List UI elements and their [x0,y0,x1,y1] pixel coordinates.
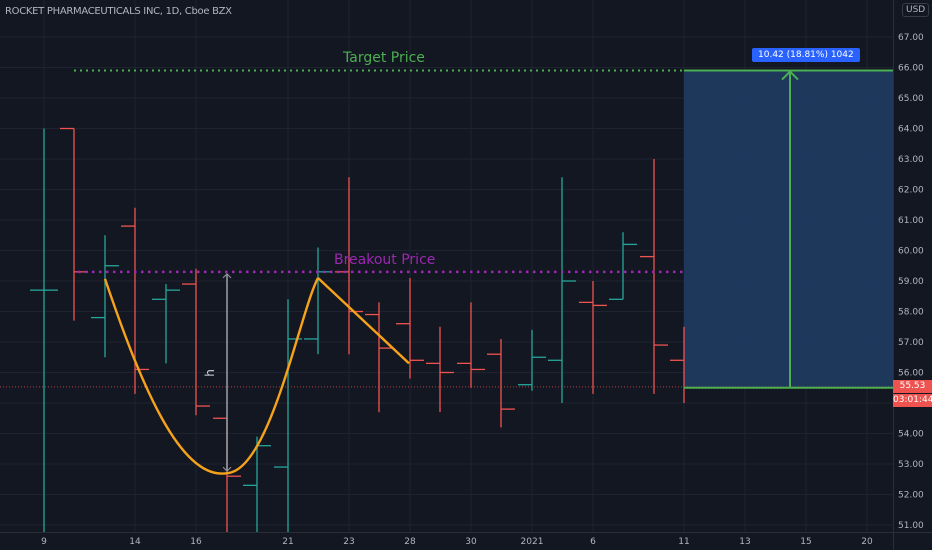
ohlc-bar [365,302,393,413]
ohlc-bar [152,284,180,364]
price-axis-labels[interactable]: 67.00 66.00 65.00 64.00 63.00 62.00 61.00 60.00… [898,33,924,531]
price-tick: 63.00 [898,155,924,165]
ohlc-bar [60,127,88,321]
price-range-measure-box[interactable] [684,70,893,388]
ohlc-bar [518,329,546,391]
bar-countdown-tag: 03:01:44 [893,394,932,407]
ohlc-bar [30,128,58,532]
time-tick: 15 [800,537,811,547]
ohlc-bar [487,338,515,428]
price-tick: 56.00 [898,369,924,379]
ohlc-bar [182,268,210,416]
time-tick: 13 [739,537,750,547]
ohlc-bar [121,207,149,394]
price-tick: 57.00 [898,338,924,348]
currency-badge[interactable]: USD [902,3,930,17]
symbol-title: ROCKET PHARMACEUTICALS INC, 1D, Cboe BZX [5,6,232,17]
ohlc-bars [30,127,698,532]
price-tick: 53.00 [898,460,924,470]
time-tick: 20 [861,537,873,547]
price-tick: 65.00 [898,94,924,104]
ohlc-bar [91,235,119,358]
time-tick: 14 [129,537,141,547]
price-tick: 61.00 [898,216,924,226]
time-tick: 9 [41,537,47,547]
time-tick: 21 [282,537,293,547]
time-tick: 16 [190,537,202,547]
ohlc-bar [426,326,454,413]
ohlc-bar [243,436,271,532]
price-tick: 59.00 [898,277,924,287]
time-tick: 28 [404,537,416,547]
ohlc-bar [396,277,424,379]
price-tick: 54.00 [898,430,924,440]
breakout-price-label[interactable]: Breakout Price [334,252,436,268]
ohlc-bar [579,281,607,394]
target-price-label[interactable]: Target Price [343,50,425,66]
drawing-overlays [0,69,893,475]
ohlc-bar [457,302,485,388]
price-tick: 62.00 [898,186,924,196]
ohlc-bar [609,232,637,300]
time-tick: 2021 [521,537,544,547]
price-tick: 64.00 [898,125,924,135]
price-tick: 66.00 [898,64,924,74]
current-price-tag: 55.53 [893,380,932,393]
height-label: h [202,369,217,377]
ohlc-bar [640,159,668,394]
time-tick: 6 [590,537,596,547]
price-tick: 51.00 [898,521,924,531]
time-tick: 30 [465,537,477,547]
time-tick: 11 [678,537,689,547]
price-tick: 67.00 [898,33,924,43]
price-tick: 58.00 [898,308,924,318]
price-tick: 60.00 [898,247,924,257]
time-axis-labels[interactable]: 9 14 16 21 23 28 30 2021 6 11 13 15 20 [41,537,873,547]
ohlc-bar [274,299,302,532]
measure-result-label: 10.42 (18.81%) 1042 [752,48,860,62]
price-tick: 52.00 [898,491,924,501]
ohlc-bar [548,177,576,403]
time-tick: 23 [343,537,354,547]
